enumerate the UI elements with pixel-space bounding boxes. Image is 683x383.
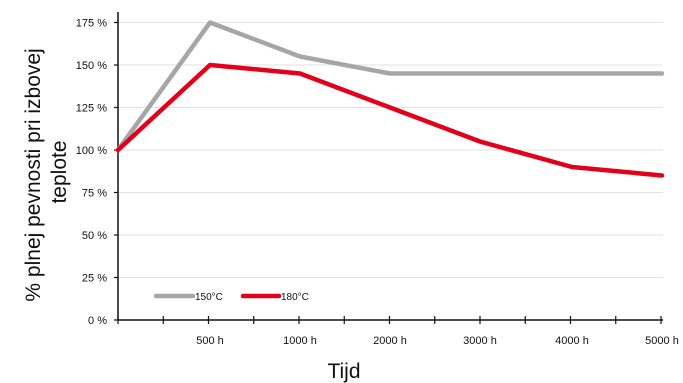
y-axis-title: % plnej pevnosti pri izbovej teplote: [22, 42, 71, 301]
y-tick-label: 50 %: [82, 230, 107, 242]
series-lines: [115, 20, 665, 178]
legend: 150°C 180°C: [153, 292, 309, 303]
y-tick-label: 25 %: [82, 273, 107, 285]
legend-label: 180°C: [281, 292, 309, 303]
series-line-180c: [115, 62, 665, 178]
y-tick-label: 125 %: [76, 103, 107, 115]
x-tick-label: 5000 h: [645, 335, 679, 347]
x-tick-label: 500 h: [196, 335, 224, 347]
y-axis-title-line-1: % plnej pevnosti pri izbovej: [22, 48, 45, 301]
y-tick-label: 150 %: [76, 60, 107, 72]
y-tick-label: 175 %: [76, 18, 107, 30]
x-tick-label: 2000 h: [373, 335, 407, 347]
x-axis-title: Tijd: [327, 360, 360, 383]
y-tick-label: 0 %: [88, 315, 107, 327]
y-tick-label: 75 %: [82, 188, 107, 200]
x-tick-label: 1000 h: [283, 335, 317, 347]
x-tick-label: 3000 h: [463, 335, 497, 347]
y-axis-title-line-2: teplote: [48, 140, 71, 203]
series-line-150c: [115, 20, 665, 153]
y-tick-labels: 0 % 25 % 50 % 75 % 100 % 125 % 150 % 175 %: [76, 18, 107, 328]
x-tick-labels: 500 h 1000 h 2000 h 3000 h 4000 h 5000 h: [196, 335, 679, 347]
y-tick-label: 100 %: [76, 145, 107, 157]
x-tick-label: 4000 h: [555, 335, 589, 347]
legend-label: 150°C: [195, 292, 223, 303]
gridlines: [118, 22, 663, 278]
